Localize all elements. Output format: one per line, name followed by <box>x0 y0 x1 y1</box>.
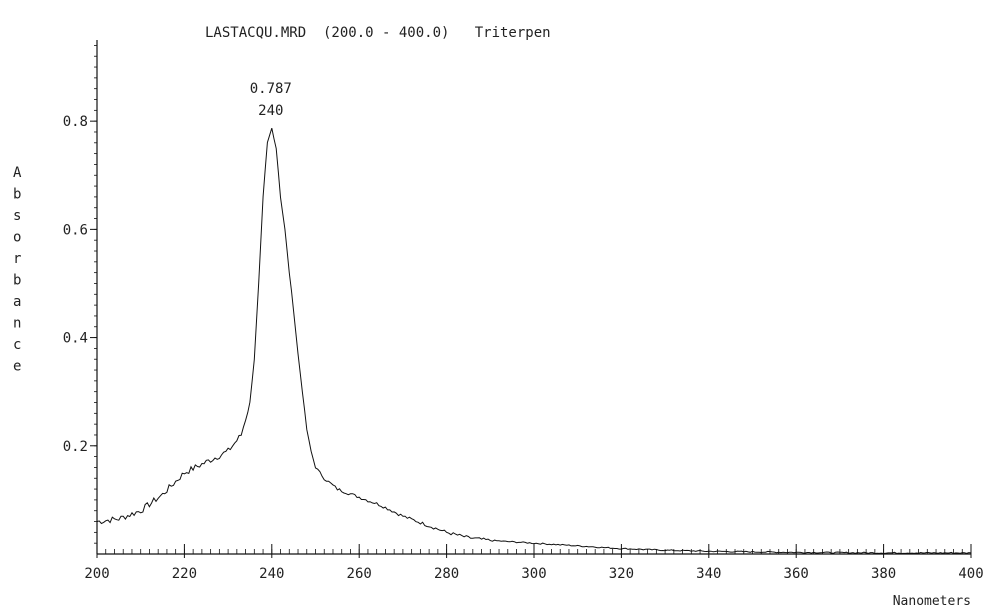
y-axis-label-letter: n <box>13 316 21 332</box>
y-axis-ticks: 0.2 0.4 0.6 0.8 <box>63 45 97 544</box>
y-tick-label: 0.4 <box>63 331 88 347</box>
y-tick-label: 0.8 <box>63 114 88 130</box>
y-axis-label-letter: o <box>13 230 21 246</box>
x-axis-label: Nanometers <box>893 594 971 609</box>
chart-title: LASTACQU.MRD (200.0 - 400.0) Triterpen <box>205 25 551 41</box>
y-tick-label: 0.2 <box>63 439 88 455</box>
x-tick-label: 380 <box>871 566 896 582</box>
x-tick-label: 240 <box>259 566 284 582</box>
x-axis-ticks: 200 220 240 260 280 300 320 340 360 380 400 <box>84 544 984 582</box>
y-axis-label-letter: b <box>13 273 21 289</box>
y-tick-label: 0.6 <box>63 222 88 238</box>
y-axis-label-letter: r <box>13 251 21 267</box>
x-tick-label: 360 <box>784 566 809 582</box>
x-tick-label: 340 <box>696 566 721 582</box>
x-tick-label: 300 <box>521 566 546 582</box>
x-tick-label: 320 <box>609 566 634 582</box>
peak-annotations: 0.787 240 <box>250 81 292 119</box>
x-tick-label: 220 <box>172 566 197 582</box>
x-tick-label: 260 <box>347 566 372 582</box>
y-axis-label-letter: c <box>13 337 21 353</box>
y-axis-label-letter: b <box>13 187 21 203</box>
x-tick-label: 280 <box>434 566 459 582</box>
y-axis-label-letter: e <box>13 359 21 375</box>
peak-wavelength-label: 240 <box>258 103 283 119</box>
spectrum-line <box>96 127 972 555</box>
y-axis-label-letter: s <box>13 208 21 224</box>
y-axis-label-letter: A <box>13 165 22 181</box>
y-axis-label-letter: a <box>13 294 21 310</box>
peak-value-label: 0.787 <box>250 81 292 97</box>
x-tick-label: 400 <box>958 566 983 582</box>
x-tick-label: 200 <box>84 566 109 582</box>
